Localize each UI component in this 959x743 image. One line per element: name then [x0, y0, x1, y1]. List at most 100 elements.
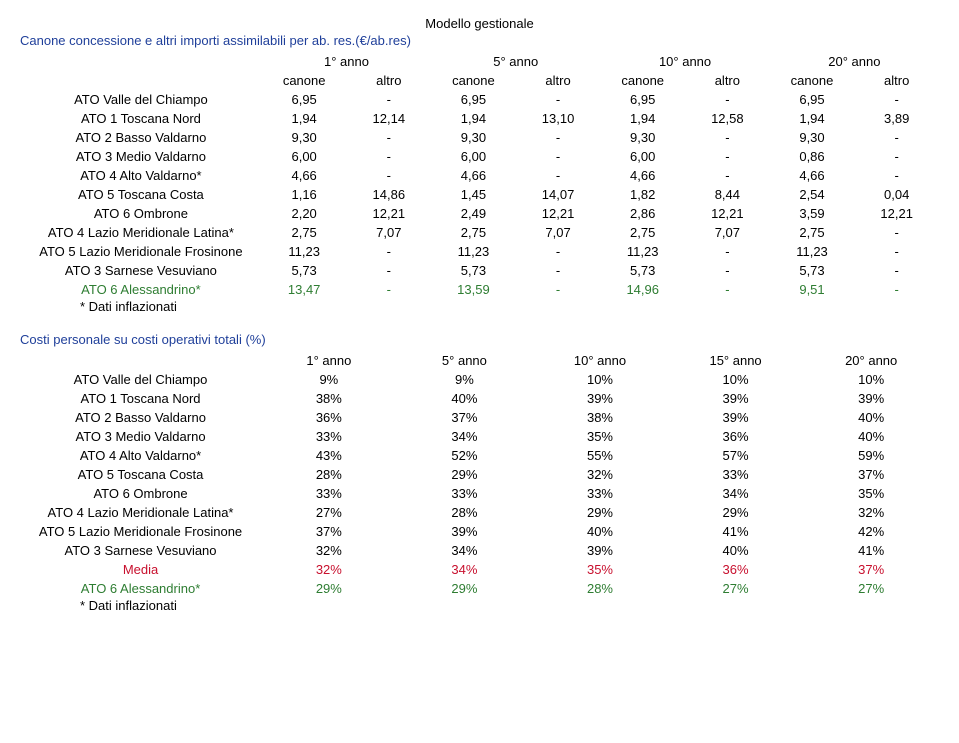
cell: 27%: [261, 503, 397, 522]
row-label: ATO 3 Sarnese Vesuviano: [20, 541, 261, 560]
table-row: ATO 3 Sarnese Vesuviano5,73-5,73-5,73-5,…: [20, 261, 939, 280]
cell: 14,96: [600, 280, 685, 299]
cell: 8,44: [685, 185, 770, 204]
cell: -: [854, 242, 939, 261]
cell: 40%: [803, 408, 939, 427]
cell: 28%: [397, 503, 533, 522]
year-label: 20° anno: [770, 52, 939, 71]
table-row: ATO 6 Ombrone33%33%33%34%35%: [20, 484, 939, 503]
cell: 33%: [532, 484, 668, 503]
sub-label: altro: [346, 71, 431, 90]
cell: 37%: [803, 560, 939, 579]
sub-label: altro: [854, 71, 939, 90]
sub-label: canone: [262, 71, 347, 90]
cell: 5,73: [770, 261, 855, 280]
cell: 6,95: [600, 90, 685, 109]
table-row: ATO 5 Lazio Meridionale Frosinone37%39%4…: [20, 522, 939, 541]
cell: 10%: [668, 370, 804, 389]
table-row: ATO 1 Toscana Nord1,9412,141,9413,101,94…: [20, 109, 939, 128]
cell: 34%: [397, 560, 533, 579]
cell: 4,66: [600, 166, 685, 185]
cell: -: [346, 90, 431, 109]
cell: 0,86: [770, 147, 855, 166]
cell: 37%: [261, 522, 397, 541]
cell: 12,58: [685, 109, 770, 128]
table-row: ATO 4 Lazio Meridionale Latina*27%28% 29%…: [20, 503, 939, 522]
table2-title: Costi personale su costi operativi total…: [20, 332, 939, 347]
cell: 6,95: [262, 90, 347, 109]
cell: 36%: [261, 408, 397, 427]
cell: 35%: [803, 484, 939, 503]
cell: -: [685, 90, 770, 109]
cell: 14,86: [346, 185, 431, 204]
cell: 13,47: [262, 280, 347, 299]
cell: 9,30: [431, 128, 516, 147]
cell: 38%: [261, 389, 397, 408]
cell: 12,21: [685, 204, 770, 223]
cell: -: [685, 280, 770, 299]
table-row: ATO 3 Sarnese Vesuviano32%34%39%40%41%: [20, 541, 939, 560]
cell: 3,59: [770, 204, 855, 223]
row-label: ATO 5 Toscana Costa: [20, 185, 262, 204]
table-row: ATO 4 Alto Valdarno*4,66-4,66-4,66-4,66-: [20, 166, 939, 185]
table1: 1° anno5° anno10° anno20° annocanonealtr…: [20, 52, 939, 299]
cell: 29%: [668, 503, 804, 522]
row-label: ATO Valle del Chiampo: [20, 370, 261, 389]
table-row: ATO Valle del Chiampo9%9%10%10%10%: [20, 370, 939, 389]
cell: 9,30: [770, 128, 855, 147]
cell: 33%: [668, 465, 804, 484]
cell: -: [346, 128, 431, 147]
cell: 52%: [397, 446, 533, 465]
cell: -: [346, 147, 431, 166]
cell: -: [854, 147, 939, 166]
table1-footnote: * Dati inflazionati: [20, 299, 939, 314]
cell: 42%: [803, 522, 939, 541]
year-label: 10° anno: [600, 52, 769, 71]
cell: -: [854, 223, 939, 242]
cell: 2,54: [770, 185, 855, 204]
cell: 32%: [803, 503, 939, 522]
row-label: ATO 1 Toscana Nord: [20, 389, 261, 408]
cell: 2,86: [600, 204, 685, 223]
cell: 1,16: [262, 185, 347, 204]
cell: -: [685, 166, 770, 185]
cell: 59%: [803, 446, 939, 465]
cell: -: [854, 280, 939, 299]
cell: 4,66: [262, 166, 347, 185]
cell: 11,23: [262, 242, 347, 261]
year-label: 1° anno: [261, 351, 397, 370]
row-label: ATO 4 Lazio Meridionale Latina*: [20, 503, 261, 522]
cell: 2,20: [262, 204, 347, 223]
table-row: ATO 4 Lazio Meridionale Latina*2,757,072…: [20, 223, 939, 242]
cell: 32%: [261, 560, 397, 579]
cell: 55%: [532, 446, 668, 465]
row-label: ATO 3 Medio Valdarno: [20, 147, 262, 166]
sub-label: altro: [685, 71, 770, 90]
cell: 37%: [397, 408, 533, 427]
cell: 9,30: [262, 128, 347, 147]
cell: 2,75: [262, 223, 347, 242]
cell: 9%: [397, 370, 533, 389]
cell: -: [685, 147, 770, 166]
cell: 37%: [803, 465, 939, 484]
row-label: ATO 1 Toscana Nord: [20, 109, 262, 128]
cell: 6,00: [431, 147, 516, 166]
model-header: Modello gestionale: [20, 16, 939, 31]
cell: -: [346, 280, 431, 299]
cell: 40%: [803, 427, 939, 446]
cell: 1,94: [600, 109, 685, 128]
table2: 1° anno5° anno10° anno15° anno20° annoAT…: [20, 351, 939, 598]
row-label: ATO 5 Lazio Meridionale Frosinone: [20, 242, 262, 261]
table-row: ATO Valle del Chiampo6,95-6,95-6,95-6,95…: [20, 90, 939, 109]
sub-label: canone: [600, 71, 685, 90]
cell: 10%: [803, 370, 939, 389]
cell: 36%: [668, 427, 804, 446]
cell: 27%: [803, 579, 939, 598]
row-label: ATO 2 Basso Valdarno: [20, 408, 261, 427]
cell: 34%: [668, 484, 804, 503]
cell: -: [516, 90, 601, 109]
cell: 36%: [668, 560, 804, 579]
cell: -: [685, 128, 770, 147]
cell: -: [685, 242, 770, 261]
year-label: 20° anno: [803, 351, 939, 370]
